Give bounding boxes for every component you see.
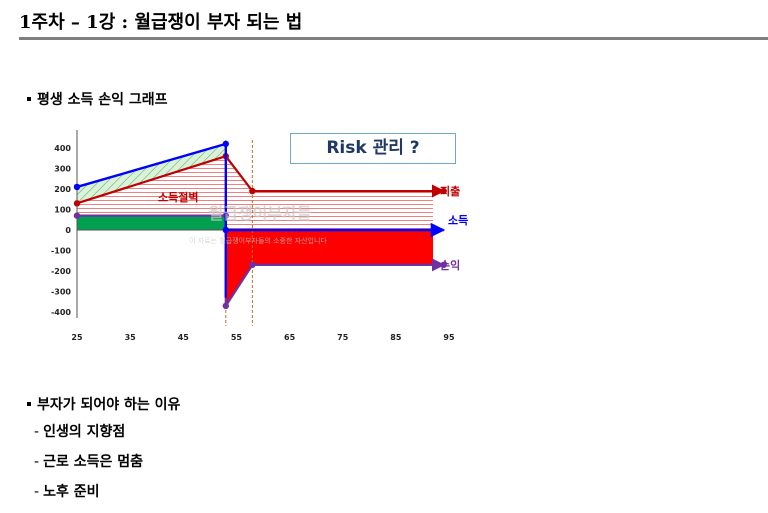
chart-lines [73,140,447,310]
page-title: 1주차 – 1강 : 월급쟁이 부자 되는 법 [19,12,303,33]
x-tick-label: 55 [231,333,243,342]
y-tick-label: 100 [54,206,71,215]
savings-hatch-area [77,143,226,204]
expense-line-point [73,200,81,207]
income-line-point [222,226,229,234]
profit-line-point [222,302,229,310]
income-line-point [73,183,81,191]
chart-areas [77,143,434,306]
loss-area [225,230,434,306]
expense-hatch-area [77,156,434,230]
list-item: - 노후 준비 [34,484,100,500]
section-heading-label: 부자가 되어야 하는 이유 [37,397,181,413]
x-tick-label: 35 [125,333,137,342]
income-line [76,142,227,189]
y-tick-label: -400 [51,308,71,317]
list-item: - 인생의 지향점 [34,424,126,440]
expense-line [76,154,446,205]
bullet-icon [27,401,31,406]
income-series-label: 소득 [448,214,468,227]
profit-line-point [73,212,81,219]
income-line-point [222,140,229,148]
section-heading-label: 평생 소득 손익 그래프 [37,92,168,108]
section-heading-graph: 평생 소득 손익 그래프 [27,89,168,109]
chart-ticks: 400 300 200 100 0 -100 -200 -300 -400 25 35 45 55 65 7… [51,144,455,342]
x-tick-label: 45 [178,333,190,342]
y-tick-label: -300 [51,288,71,297]
expense-line-point [440,187,447,195]
risk-management-box: Risk 관리 ? [290,133,456,164]
profit-line-point [440,261,447,269]
list-item: - 근로 소득은 멈춤 [34,454,143,470]
y-tick-label: 300 [54,165,71,174]
x-tick-label: 65 [284,333,296,342]
y-tick-label: -200 [51,267,71,276]
expense-line-point [249,187,256,195]
x-tick-label: 85 [390,333,402,342]
expense-series-label: 지출 [440,184,460,198]
x-tick-label: 75 [337,333,349,342]
y-tick-label: 400 [54,144,71,153]
profit-series-label: 손익 [440,259,460,272]
y-tick-label: 200 [54,185,71,194]
section-heading-reasons: 부자가 되어야 하는 이유 [27,394,180,414]
x-tick-label: 95 [443,333,455,342]
bullet-icon [27,96,31,101]
title-divider [19,37,768,40]
y-tick-label: -100 [51,247,71,256]
watermark-title: 월급쟁이부자들 [208,204,311,223]
watermark-subtitle: 이 자료는 월급쟁이부자들의 소중한 자산입니다 [189,236,327,245]
savings-bar [77,215,226,230]
income-cliff-label: 소득절벽 [158,190,198,204]
profit-line-point [249,261,256,269]
x-tick-label: 25 [71,333,83,342]
y-tick-label: 0 [65,226,71,235]
